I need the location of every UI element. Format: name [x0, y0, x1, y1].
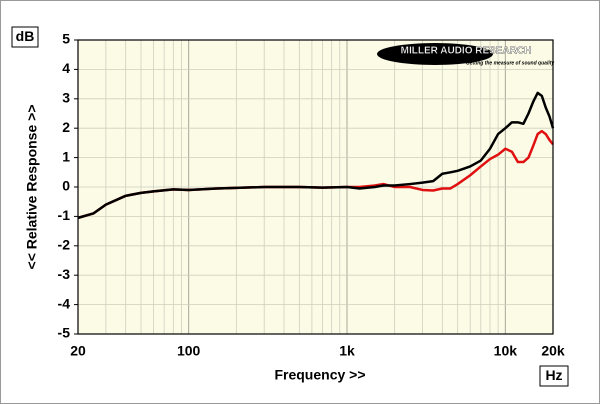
logo-tagline: Getting the measure of sound quality [466, 60, 555, 66]
y-tick-label: 2 [62, 119, 70, 135]
y-tick-label: -1 [58, 207, 71, 223]
logo: MILLER AUDIO RESEARCH Getting the measur… [377, 43, 554, 66]
x-axis-label: Frequency >> [274, 367, 365, 383]
x-tick-label: 100 [177, 343, 201, 359]
y-tick-label: 1 [62, 148, 70, 164]
y-tick-label: 5 [62, 31, 70, 47]
logo-ellipse [377, 43, 493, 65]
lines [77, 91, 555, 220]
y-tick-label: -5 [58, 325, 71, 341]
y-unit-box [11, 26, 39, 48]
y-axis-label: << Relative Response >> [24, 105, 40, 270]
y-tick-label: -3 [58, 266, 71, 282]
x-tick-label: 20 [70, 343, 86, 359]
y-tick-label: 3 [62, 90, 70, 106]
y-tick-label: -2 [58, 237, 71, 253]
series-line [77, 91, 555, 220]
x-tick-label: 20k [541, 343, 565, 359]
x-unit-box [539, 365, 569, 387]
logo-name: MILLER AUDIO RESEARCH [401, 46, 532, 57]
y-tick-label: -4 [58, 295, 71, 311]
y-unit: dB [16, 28, 35, 44]
y-tick-label: 4 [62, 60, 70, 76]
x-unit: Hz [545, 367, 562, 383]
x-tick-label: 1k [339, 343, 355, 359]
y-tick-label: 0 [62, 178, 70, 194]
x-tick-label: 10k [494, 343, 518, 359]
